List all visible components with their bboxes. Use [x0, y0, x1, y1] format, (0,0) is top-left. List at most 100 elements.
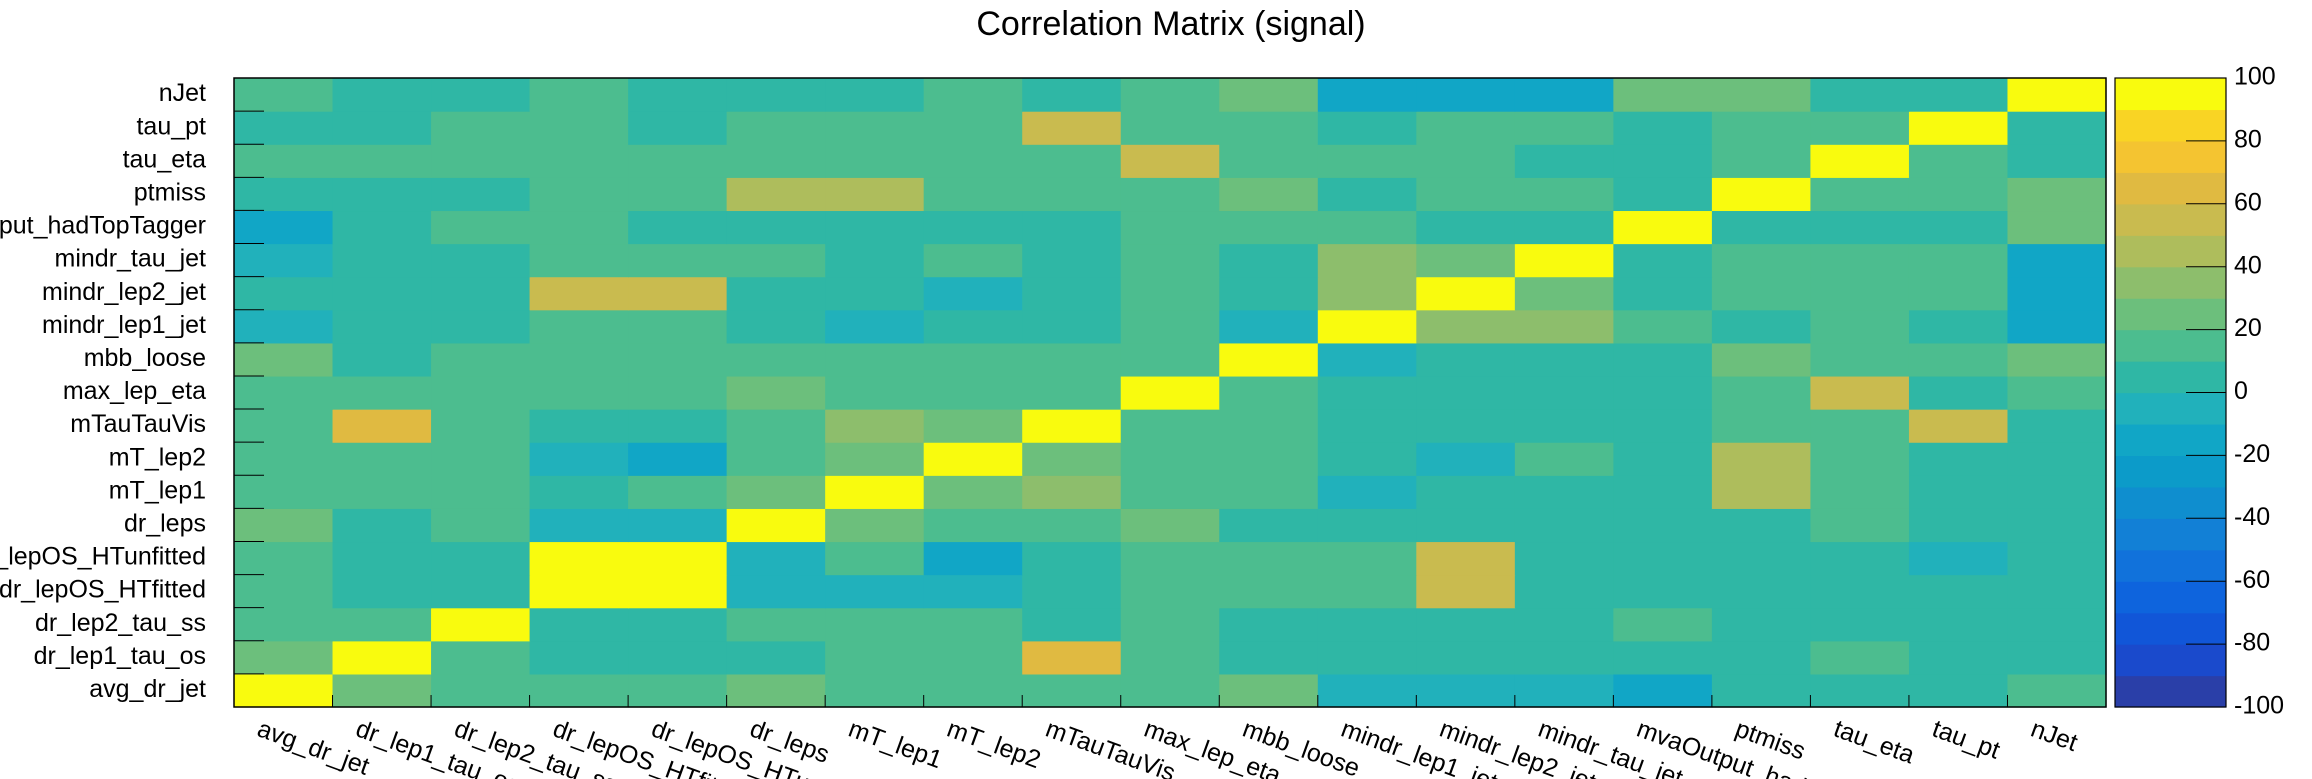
heatmap-cell [1810, 210, 1910, 245]
heatmap-cell [1317, 276, 1417, 311]
heatmap-cell [628, 276, 728, 311]
heatmap-cell [332, 607, 432, 642]
heatmap-cell [2007, 673, 2107, 708]
heatmap-cell [1219, 442, 1319, 476]
heatmap-cell [1022, 276, 1122, 311]
heatmap-cell [1022, 475, 1122, 509]
heatmap-cell [1022, 111, 1122, 145]
heatmap-cell [1022, 442, 1122, 476]
colorbar-bin [2115, 675, 2226, 708]
heatmap-cell [1810, 243, 1910, 278]
heatmap-cell [1317, 409, 1417, 443]
heatmap-cell [1613, 475, 1713, 509]
heatmap-cell [1908, 78, 2009, 112]
heatmap-cell [1219, 309, 1319, 344]
y-tick-label: mindr_lep1_jet [42, 311, 206, 339]
heatmap-cell [234, 541, 334, 576]
heatmap-cell [332, 673, 432, 708]
heatmap-cell [923, 210, 1023, 245]
heatmap-cell [1219, 640, 1319, 675]
heatmap-cell [1908, 541, 2009, 576]
heatmap-cell [628, 508, 728, 543]
heatmap-cell [1120, 342, 1220, 377]
heatmap-cell [1416, 309, 1516, 344]
heatmap-cell [332, 309, 432, 344]
heatmap-cell [431, 673, 531, 708]
heatmap-cell [529, 276, 629, 311]
heatmap-cell [1908, 442, 2009, 476]
heatmap-cell [529, 508, 629, 543]
heatmap-cell [234, 409, 334, 443]
heatmap-cell [825, 78, 925, 112]
heatmap-cell [431, 276, 531, 311]
heatmap-cell [1416, 409, 1516, 443]
heatmap-cell [1120, 144, 1220, 178]
heatmap-cell [1120, 541, 1220, 576]
heatmap-cell [1317, 442, 1417, 476]
heatmap-cell [431, 111, 531, 145]
heatmap-cell [1810, 177, 1910, 212]
heatmap-cell [1908, 640, 2009, 675]
heatmap-cell [332, 177, 432, 212]
y-tick-label: dr_lepOS_HTfitted [0, 576, 206, 604]
colorbar-tick-label: -20 [2234, 440, 2270, 468]
y-tick-label: mTauTauVis [70, 410, 206, 438]
heatmap-cell [726, 442, 826, 476]
heatmap-cell [726, 177, 826, 212]
y-tick-label: mindr_lep2_jet [42, 278, 206, 306]
heatmap-cell [234, 607, 334, 642]
heatmap-cell [529, 574, 629, 609]
heatmap-cell [529, 144, 629, 178]
heatmap-cell [1514, 342, 1614, 377]
y-tick-label: avg_dr_jet [89, 675, 206, 703]
heatmap-cell [2007, 243, 2107, 278]
heatmap-cell [1317, 541, 1417, 576]
heatmap-cell [431, 243, 531, 278]
heatmap-cell [332, 210, 432, 245]
heatmap-cell [431, 442, 531, 476]
heatmap-cell [1514, 276, 1614, 311]
heatmap-cell [1219, 541, 1319, 576]
heatmap-cell [1711, 640, 1812, 675]
x-tick-label: tau_pt [1929, 715, 2004, 765]
y-tick-label: dr_lepOS_HTunfitted [0, 543, 206, 571]
heatmap-cell [1613, 673, 1713, 708]
heatmap-cell [628, 243, 728, 278]
heatmap-cell [1908, 309, 2009, 344]
heatmap-cell [1219, 177, 1319, 212]
heatmap-cell [431, 375, 531, 410]
heatmap-cell [628, 177, 728, 212]
heatmap-cell [1613, 276, 1713, 311]
heatmap-cell [1613, 508, 1713, 543]
heatmap-cell [1120, 309, 1220, 344]
heatmap-cell [332, 409, 432, 443]
heatmap-cell [628, 409, 728, 443]
heatmap-cell [1416, 541, 1516, 576]
heatmap-cell [1613, 409, 1713, 443]
heatmap-cell [1613, 210, 1713, 245]
heatmap-cell [234, 144, 334, 178]
heatmap-cell [1022, 342, 1122, 377]
colorbar-bin [2115, 266, 2226, 299]
heatmap-cell [234, 342, 334, 377]
y-tick-label: dr_leps [124, 510, 206, 538]
heatmap-cell [2007, 111, 2107, 145]
heatmap-cell [2007, 475, 2107, 509]
heatmap-cell [1022, 541, 1122, 576]
heatmap-cell [234, 78, 334, 112]
heatmap-cell [1219, 342, 1319, 377]
heatmap-cell [234, 210, 334, 245]
heatmap-cell [1022, 673, 1122, 708]
colorbar-bin [2115, 612, 2226, 645]
heatmap-cell [2007, 508, 2107, 543]
heatmap-cell [1711, 243, 1812, 278]
heatmap-cell [1219, 475, 1319, 509]
heatmap-cell [1908, 276, 2009, 311]
heatmap-cell [1219, 111, 1319, 145]
heatmap-cell [1317, 177, 1417, 212]
heatmap-cell [431, 177, 531, 212]
heatmap-cell [726, 607, 826, 642]
heatmap-cell [825, 309, 925, 344]
heatmap-cell [2007, 210, 2107, 245]
